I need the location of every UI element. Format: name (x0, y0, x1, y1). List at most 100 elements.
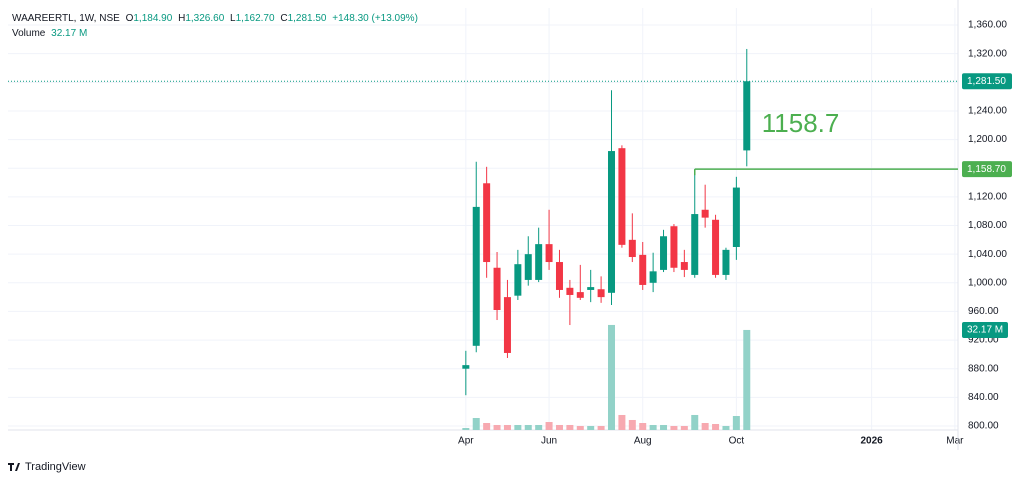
c-label: C (280, 13, 287, 24)
level-label: 1,158.70 (967, 164, 1006, 175)
y-tick-label: 1,000.00 (968, 277, 1007, 288)
candle-body (701, 209, 709, 218)
volume-badge (962, 321, 1008, 338)
candle-body (732, 187, 740, 247)
candle-body (618, 148, 626, 245)
last-price-label: 1,281.50 (967, 76, 1006, 87)
volume-bar (743, 329, 751, 430)
volume-bar (545, 422, 553, 430)
volume-label: Volume (12, 28, 46, 39)
x-tick-label: Aug (634, 436, 652, 447)
candle-body (483, 183, 491, 263)
level-badge (962, 161, 1012, 178)
candle-body (587, 287, 595, 290)
last-price-badge (962, 73, 1012, 90)
open: 1,184.90 (133, 13, 172, 24)
candle-body (639, 254, 647, 285)
volume-value: 32.17 M (51, 28, 87, 39)
candle-body (608, 151, 616, 293)
volume-bar (597, 425, 605, 430)
volume-bar (587, 425, 595, 430)
volume-bar (503, 424, 511, 430)
candle-body (722, 249, 730, 275)
volume-bar (576, 425, 584, 430)
logo: TradingView (8, 461, 86, 473)
volume-bar (691, 414, 699, 430)
volume-bar (670, 425, 678, 430)
volume-badge-label: 32.17 M (967, 325, 1003, 336)
logo-icon (8, 463, 20, 471)
volume-bar (680, 425, 688, 430)
candle-body (712, 219, 720, 275)
candle-body (691, 214, 699, 275)
candle-body (555, 262, 563, 290)
legend-ohlc: WAAREERTL, 1W, NSE O1,184.90 H1,326.60 L… (12, 13, 418, 24)
candle-body (680, 262, 688, 270)
candle-body (503, 297, 511, 353)
volume-bar (608, 324, 616, 430)
high: 1,326.60 (185, 13, 224, 24)
candle-body (660, 236, 668, 270)
volume-bar (732, 416, 740, 430)
x-tick-label: 2026 (861, 436, 884, 447)
y-tick-label: 920.00 (968, 335, 999, 346)
volume-bar (535, 424, 543, 430)
candle-body (462, 365, 470, 369)
y-tick-label: 1,240.00 (968, 106, 1007, 117)
volume-bar (472, 417, 480, 430)
volume-bar (462, 428, 470, 430)
volume-bar (660, 424, 668, 430)
candle-body (535, 244, 543, 280)
brand: TradingView (25, 461, 86, 473)
y-tick-label: 840.00 (968, 392, 999, 403)
y-tick-label: 1,040.00 (968, 249, 1007, 260)
candle-body (472, 206, 480, 346)
y-tick-label: 800.00 (968, 421, 999, 432)
candle-body (743, 81, 751, 151)
close: 1,281.50 (288, 13, 327, 24)
volume-bar (701, 423, 709, 430)
volume-bar (555, 424, 563, 430)
candle-body (576, 292, 584, 298)
candle-body (597, 289, 605, 298)
volume-bar (722, 425, 730, 430)
symbol: WAAREERTL, 1W, NSE (12, 13, 120, 24)
volume-bar (712, 423, 720, 430)
volume-bar (483, 423, 491, 430)
change: +148.30 (+13.09%) (332, 13, 418, 24)
volume-bar (514, 424, 522, 430)
candle-body (524, 254, 532, 280)
y-tick-label: 960.00 (968, 306, 999, 317)
candle-body (514, 264, 522, 296)
volume-bar (493, 424, 501, 430)
x-tick-label: Apr (458, 436, 474, 447)
y-tick-label: 880.00 (968, 363, 999, 374)
candle-body (670, 226, 678, 268)
volume-bar (566, 424, 574, 430)
volume-bar (628, 419, 636, 430)
candle-body (566, 287, 574, 295)
candle-body (628, 239, 636, 258)
y-tick-label: 1,120.00 (968, 192, 1007, 203)
volume-bar (618, 414, 626, 430)
x-tick-label: Jun (541, 436, 557, 447)
candle-body (649, 271, 657, 283)
volume-bar (649, 424, 657, 430)
level-annotation: 1158.7 (762, 108, 840, 138)
legend-volume: Volume 32.17 M (12, 28, 87, 39)
volume-bar (639, 423, 647, 430)
low: 1,162.70 (236, 13, 275, 24)
volume-bar (524, 424, 532, 430)
o-label: O (126, 13, 134, 24)
x-tick-label: Oct (729, 436, 745, 447)
y-tick-label: 1,080.00 (968, 220, 1007, 231)
y-tick-label: 1,200.00 (968, 134, 1007, 145)
y-tick-label: 1,320.00 (968, 48, 1007, 59)
l-label: L (230, 13, 236, 24)
candle-body (545, 244, 553, 263)
x-tick-label: Mar (946, 436, 964, 447)
y-tick-label: 1,360.00 (968, 20, 1007, 31)
h-label: H (178, 13, 185, 24)
candle-body (493, 267, 501, 311)
